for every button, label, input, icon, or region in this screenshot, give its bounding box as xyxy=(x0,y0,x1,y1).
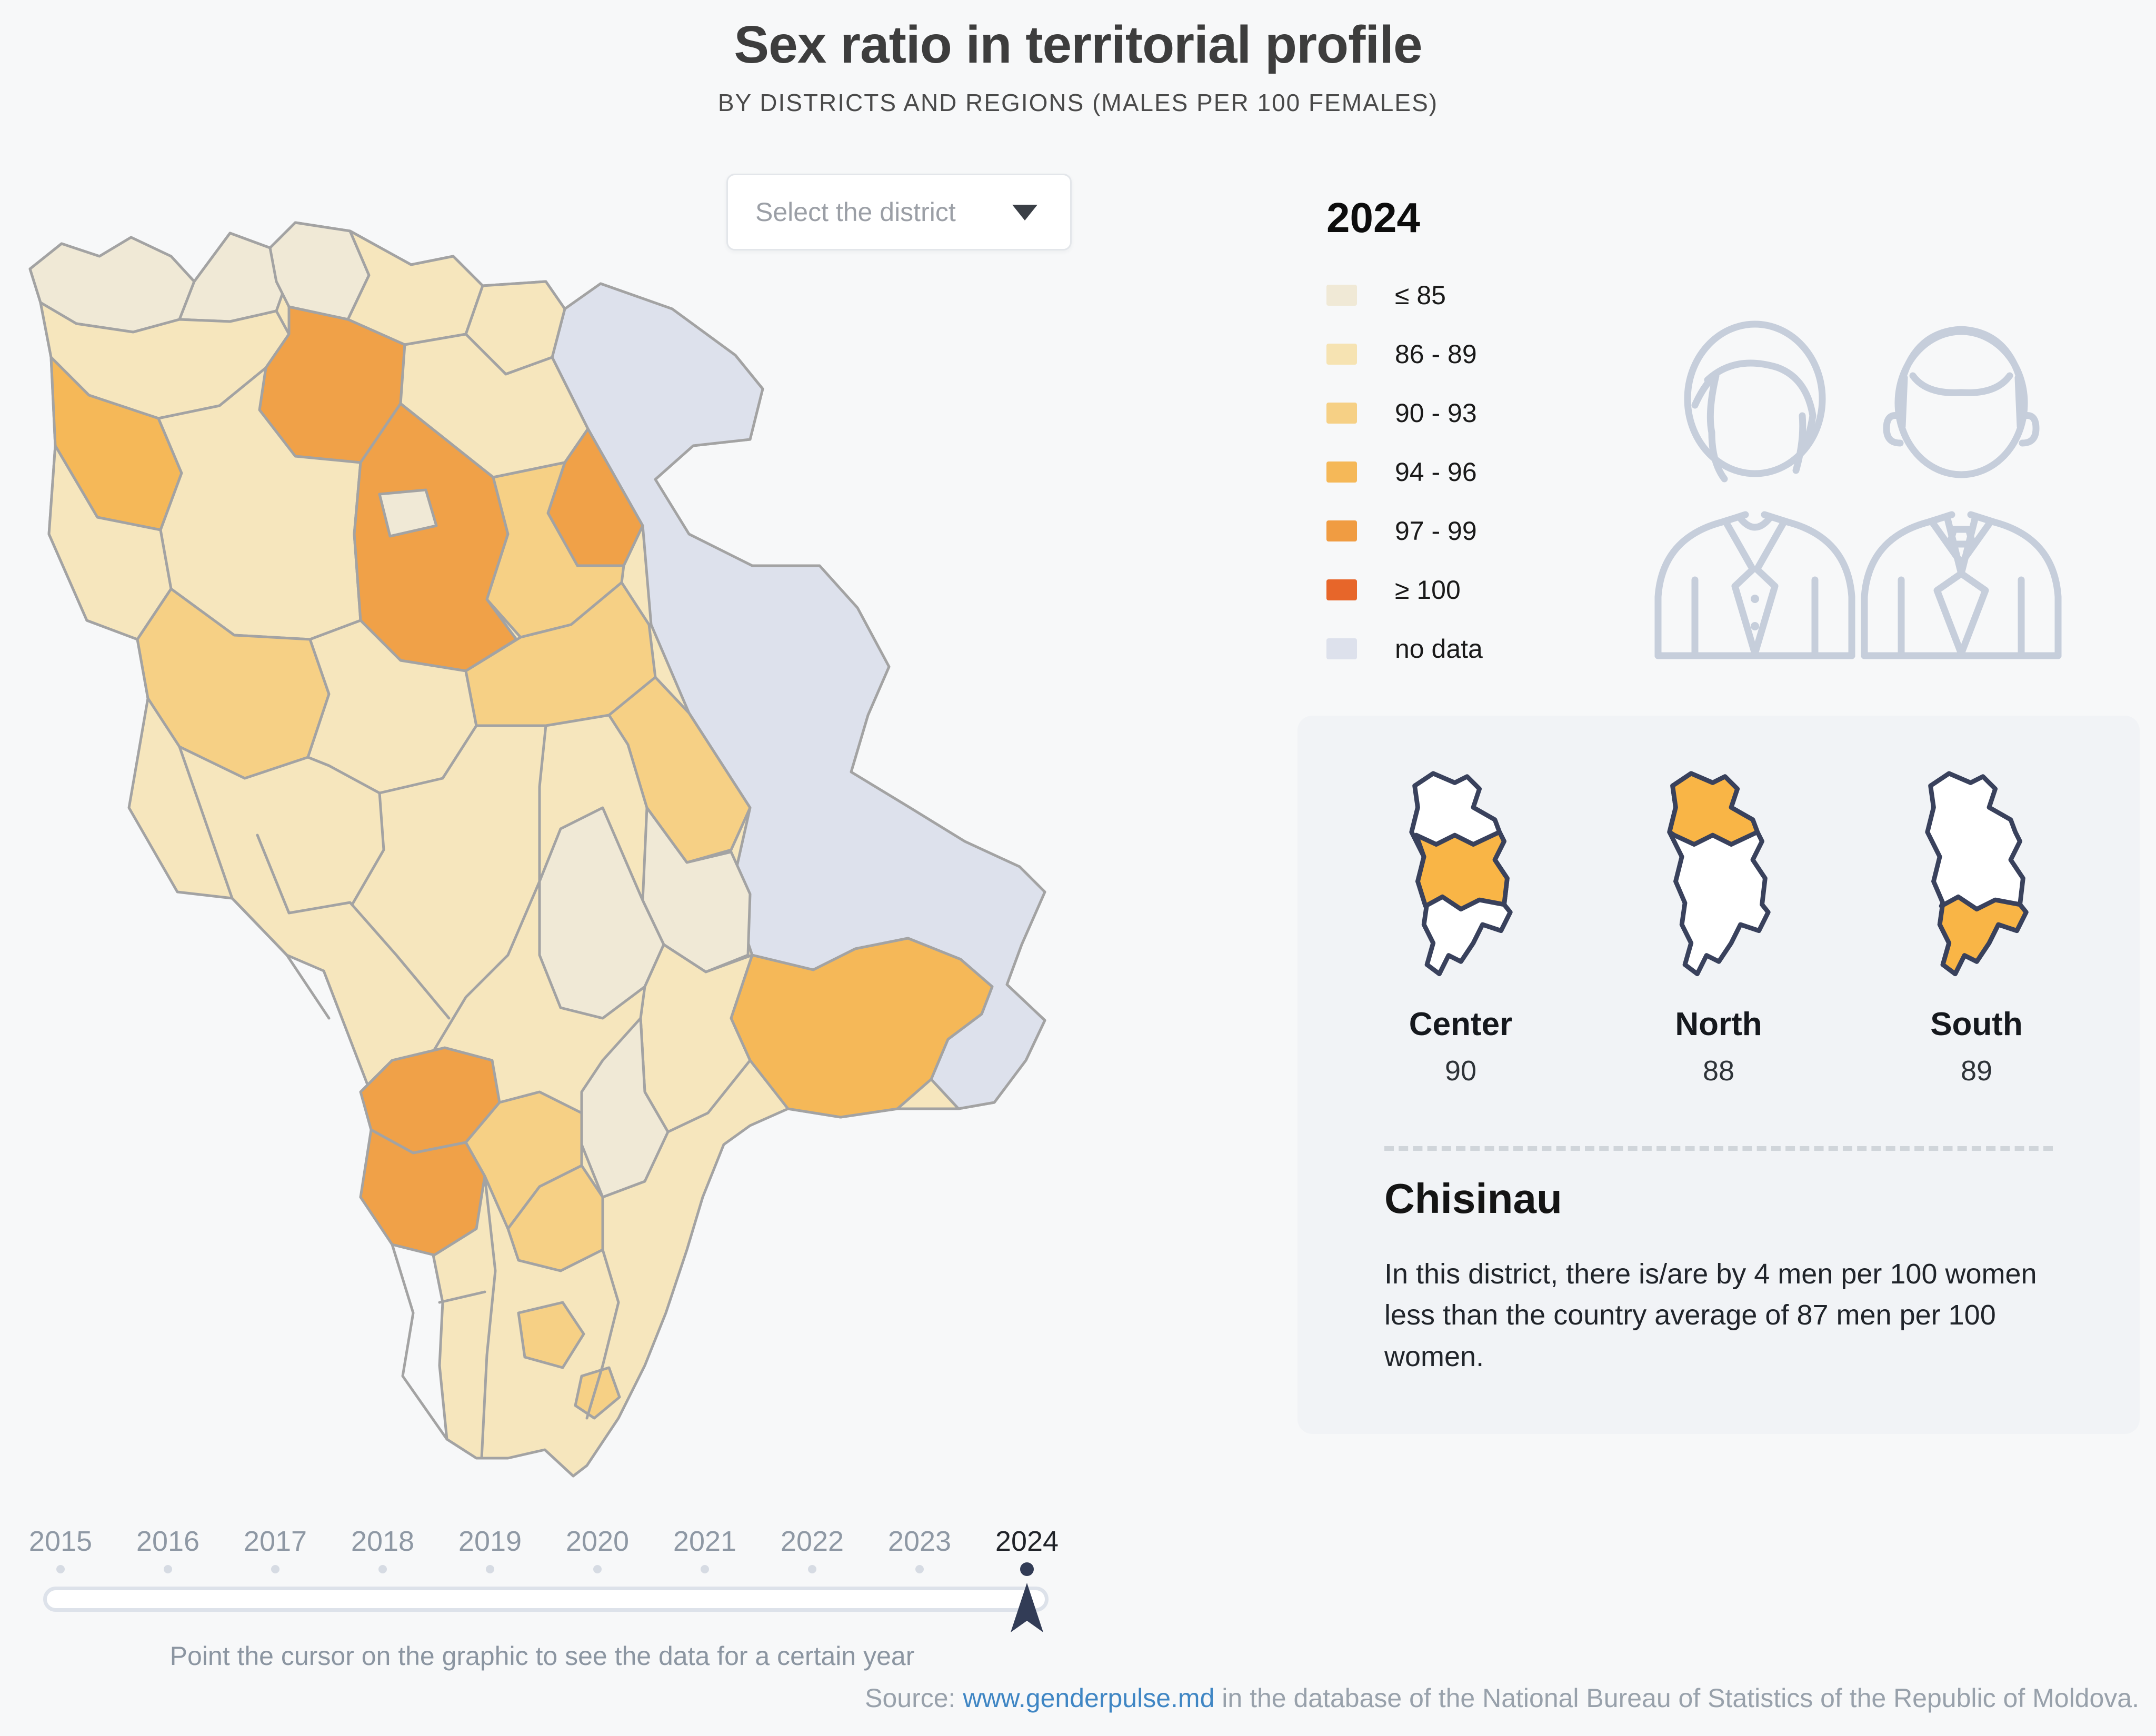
year-label-2018[interactable]: 2018 xyxy=(351,1526,415,1557)
region-value: 89 xyxy=(1960,1055,1993,1087)
year-marker-icon[interactable] xyxy=(1009,1557,1045,1641)
region-value: 88 xyxy=(1702,1055,1735,1087)
region-name: Center xyxy=(1409,1006,1513,1042)
tick-dot xyxy=(271,1565,280,1573)
tick-dot xyxy=(915,1565,924,1573)
source-suffix: in the database of the National Bureau o… xyxy=(1214,1683,2139,1713)
district-shape[interactable] xyxy=(730,937,994,1119)
district-shape[interactable] xyxy=(378,488,438,538)
source-prefix: Source: xyxy=(865,1683,963,1713)
district-shape[interactable] xyxy=(580,1017,670,1199)
legend-label: 97 - 99 xyxy=(1395,516,1477,546)
moldova-choropleth-map[interactable] xyxy=(13,218,1087,1508)
legend-year: 2024 xyxy=(1326,194,1420,241)
legend-label: ≥ 100 xyxy=(1395,575,1461,605)
year-axis: 2015 2016 2017 2018 2019 2020 2021 2022 2023 2024 xyxy=(7,1525,1081,1558)
year-tick-2015[interactable] xyxy=(7,1557,114,1582)
year-label-2020[interactable]: 2020 xyxy=(565,1526,630,1557)
legend-item: ≥ 100 xyxy=(1326,560,1483,619)
legend-item: 86 - 89 xyxy=(1326,325,1483,384)
legend-swatch xyxy=(1326,403,1357,424)
year-slider-track[interactable] xyxy=(43,1587,1049,1612)
year-tick-2020[interactable] xyxy=(544,1557,651,1582)
region-card-north[interactable]: North 88 xyxy=(1605,764,1832,1087)
tick-dot xyxy=(56,1565,65,1573)
selected-district-name: Chisinau xyxy=(1384,1175,1562,1222)
year-label-2024[interactable]: 2024 xyxy=(995,1526,1059,1557)
region-name: South xyxy=(1930,1006,2023,1042)
legend-label: 90 - 93 xyxy=(1395,398,1477,428)
district-shape[interactable] xyxy=(359,1128,486,1257)
region-info-panel: Center 90 North 88 South 89 xyxy=(1297,716,2140,1434)
year-label-2015[interactable]: 2015 xyxy=(28,1526,93,1557)
tick-dot xyxy=(486,1565,494,1573)
page-title: Sex ratio in territorial profile xyxy=(734,15,1422,74)
legend-item: 90 - 93 xyxy=(1326,384,1483,443)
year-label-2019[interactable]: 2019 xyxy=(458,1526,522,1557)
source-line: Source: www.genderpulse.md in the databa… xyxy=(865,1683,2139,1713)
year-label-2022[interactable]: 2022 xyxy=(780,1526,844,1557)
region-name: North xyxy=(1675,1006,1762,1042)
legend-swatch xyxy=(1326,461,1357,483)
legend-swatch xyxy=(1326,520,1357,541)
south-region-minimap xyxy=(1924,771,2029,977)
legend-label: 94 - 96 xyxy=(1395,457,1477,487)
woman-icon xyxy=(1654,320,1855,659)
gender-icons xyxy=(1654,320,2062,659)
selected-district-description: In this district, there is/are by 4 men … xyxy=(1384,1258,2037,1372)
district-shape[interactable] xyxy=(574,1366,621,1420)
source-link[interactable]: www.genderpulse.md xyxy=(963,1683,1215,1713)
year-tick-2022[interactable] xyxy=(758,1557,866,1582)
region-card-center[interactable]: Center 90 xyxy=(1348,764,1574,1087)
year-tick-2018[interactable] xyxy=(329,1557,436,1582)
legend-swatch xyxy=(1326,638,1357,659)
district-borders xyxy=(178,724,620,1460)
year-label-2021[interactable]: 2021 xyxy=(673,1526,737,1557)
year-ticks xyxy=(7,1557,1081,1582)
legend-label: 86 - 89 xyxy=(1395,339,1477,369)
year-tick-2021[interactable] xyxy=(651,1557,758,1582)
chevron-down-icon xyxy=(1012,205,1037,220)
tick-dot xyxy=(701,1565,709,1573)
year-label-2016[interactable]: 2016 xyxy=(136,1526,200,1557)
year-tick-2019[interactable] xyxy=(436,1557,544,1582)
district-shape[interactable] xyxy=(506,1164,604,1272)
legend-swatch xyxy=(1326,579,1357,600)
legend: ≤ 85 86 - 89 90 - 93 94 - 96 97 - 99 ≥ 100 no … xyxy=(1326,266,1483,678)
north-region-minimap xyxy=(1666,771,1771,977)
year-label-2017[interactable]: 2017 xyxy=(243,1526,307,1557)
legend-swatch xyxy=(1326,285,1357,306)
district-shape[interactable] xyxy=(517,1301,585,1369)
legend-item: ≤ 85 xyxy=(1326,266,1483,325)
tick-dot xyxy=(378,1565,387,1573)
district-shape[interactable] xyxy=(464,581,657,727)
legend-item: no data xyxy=(1326,619,1483,678)
tick-dot xyxy=(164,1565,172,1573)
region-card-south[interactable]: South 89 xyxy=(1863,764,2090,1087)
district-shape[interactable] xyxy=(639,943,754,1133)
year-label-2023[interactable]: 2023 xyxy=(887,1526,952,1557)
year-tick-2017[interactable] xyxy=(222,1557,329,1582)
center-region-minimap xyxy=(1409,771,1513,977)
tick-dot xyxy=(808,1565,816,1573)
legend-item: 94 - 96 xyxy=(1326,443,1483,501)
district-select-placeholder: Select the district xyxy=(755,197,956,227)
dashed-divider xyxy=(1384,1146,2053,1151)
tick-dot xyxy=(593,1565,602,1573)
district-select[interactable]: Select the district xyxy=(726,174,1072,250)
legend-label: ≤ 85 xyxy=(1395,280,1446,310)
year-tick-2023[interactable] xyxy=(866,1557,973,1582)
district-shape[interactable] xyxy=(306,619,478,795)
legend-swatch xyxy=(1326,344,1357,365)
man-icon xyxy=(1861,326,2062,659)
legend-item: 97 - 99 xyxy=(1326,501,1483,560)
year-tick-2016[interactable] xyxy=(114,1557,222,1582)
district-shape[interactable] xyxy=(538,806,665,1020)
region-value: 90 xyxy=(1444,1055,1477,1087)
legend-label: no data xyxy=(1395,634,1483,664)
page-subtitle: BY DISTRICTS AND REGIONS (MALES PER 100 … xyxy=(717,89,1439,116)
timeline-hint: Point the cursor on the graphic to see t… xyxy=(169,1641,915,1671)
